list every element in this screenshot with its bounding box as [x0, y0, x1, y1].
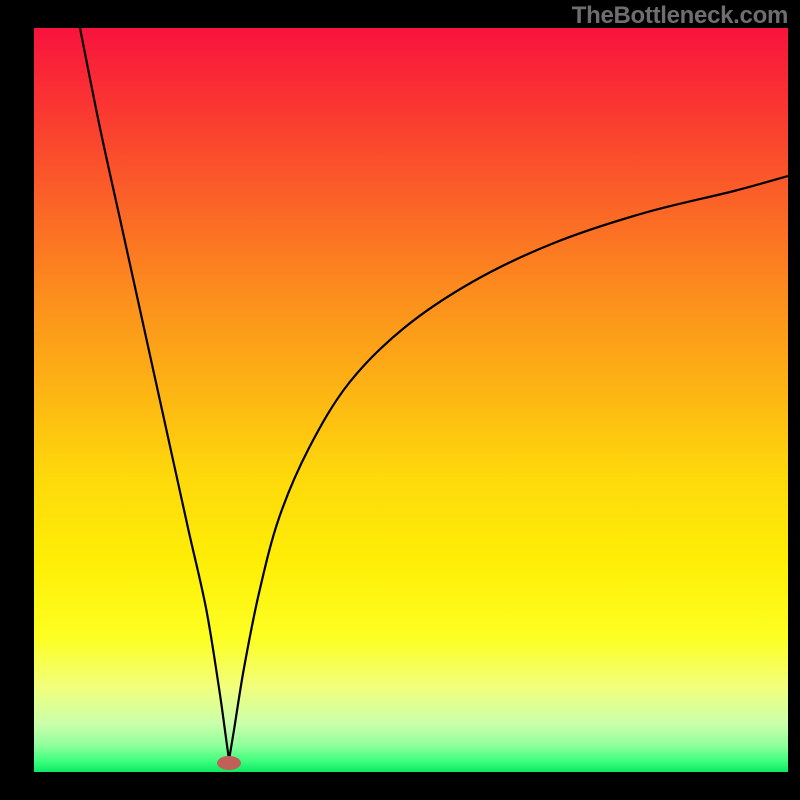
- plot-background: [34, 28, 788, 772]
- dip-marker: [217, 756, 241, 770]
- plot-area: [34, 28, 788, 772]
- chart-frame: TheBottleneck.com: [0, 0, 800, 800]
- watermark-text: TheBottleneck.com: [572, 2, 788, 30]
- plot-svg: [34, 28, 788, 772]
